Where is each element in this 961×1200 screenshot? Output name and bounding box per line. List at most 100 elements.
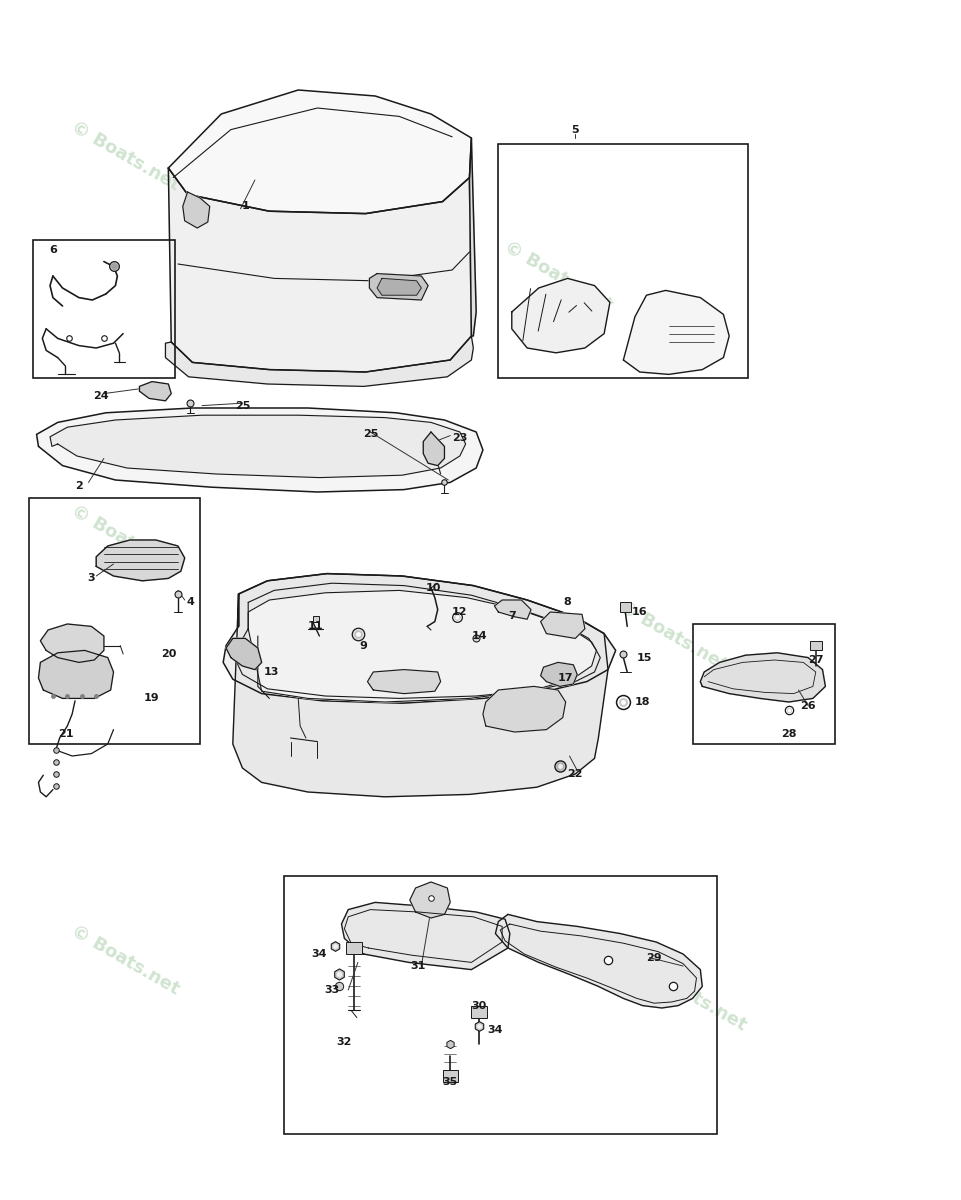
Polygon shape	[494, 600, 530, 619]
Text: 25: 25	[234, 401, 250, 410]
Polygon shape	[511, 278, 609, 353]
Polygon shape	[540, 662, 577, 686]
Polygon shape	[96, 540, 185, 581]
Polygon shape	[409, 882, 450, 918]
Polygon shape	[700, 653, 825, 702]
Polygon shape	[248, 590, 596, 702]
Polygon shape	[168, 90, 471, 214]
Polygon shape	[367, 670, 440, 694]
Polygon shape	[165, 336, 473, 386]
Polygon shape	[482, 686, 565, 732]
Polygon shape	[96, 540, 185, 581]
Polygon shape	[168, 168, 471, 372]
Text: 6: 6	[49, 245, 57, 254]
Polygon shape	[495, 914, 702, 1008]
Text: © Boats.net: © Boats.net	[67, 502, 183, 578]
Text: 15: 15	[636, 653, 652, 662]
Bar	[346, 942, 361, 954]
Polygon shape	[233, 574, 607, 797]
Text: 2: 2	[75, 481, 83, 491]
Text: 27: 27	[807, 655, 823, 665]
Text: 19: 19	[144, 694, 160, 703]
Text: © Boats.net: © Boats.net	[67, 118, 183, 194]
Polygon shape	[367, 670, 440, 694]
Polygon shape	[183, 192, 209, 228]
Polygon shape	[38, 650, 113, 698]
Bar	[442, 1070, 457, 1082]
Text: 22: 22	[567, 769, 582, 779]
Polygon shape	[40, 624, 104, 662]
Polygon shape	[495, 914, 702, 1008]
Text: 28: 28	[780, 730, 796, 739]
Polygon shape	[235, 583, 600, 698]
Text: 17: 17	[557, 673, 573, 683]
Polygon shape	[139, 382, 171, 401]
Polygon shape	[139, 382, 171, 401]
Text: © Boats.net: © Boats.net	[615, 598, 730, 674]
Text: 20: 20	[160, 649, 176, 659]
Text: 30: 30	[471, 1001, 486, 1010]
Text: 24: 24	[93, 391, 109, 401]
Text: 12: 12	[452, 607, 467, 617]
Bar	[498, 144, 748, 378]
Text: 25: 25	[362, 430, 378, 439]
Bar	[619, 602, 630, 612]
Polygon shape	[482, 686, 565, 732]
Polygon shape	[409, 882, 450, 918]
Polygon shape	[494, 600, 530, 619]
Text: 21: 21	[58, 730, 73, 739]
Polygon shape	[469, 138, 476, 336]
Text: © Boats.net: © Boats.net	[634, 958, 750, 1034]
Text: © Boats.net: © Boats.net	[67, 922, 183, 998]
Text: 35: 35	[442, 1078, 457, 1087]
Polygon shape	[341, 902, 509, 970]
Polygon shape	[168, 168, 471, 372]
Polygon shape	[226, 638, 261, 670]
Bar	[471, 1006, 486, 1018]
Polygon shape	[341, 902, 509, 970]
Bar	[692, 624, 834, 744]
Polygon shape	[183, 192, 209, 228]
Text: 9: 9	[359, 641, 367, 650]
Text: 3: 3	[87, 574, 95, 583]
Polygon shape	[377, 278, 421, 295]
Polygon shape	[168, 90, 471, 214]
Text: 31: 31	[410, 961, 426, 971]
Polygon shape	[540, 612, 584, 638]
Polygon shape	[423, 432, 444, 466]
Polygon shape	[37, 408, 482, 492]
Text: 18: 18	[634, 697, 650, 707]
Text: 14: 14	[471, 631, 486, 641]
Text: 34: 34	[311, 949, 327, 959]
Bar	[283, 876, 716, 1134]
Polygon shape	[40, 624, 104, 662]
Text: 7: 7	[507, 611, 515, 620]
Polygon shape	[50, 415, 465, 478]
Text: 16: 16	[631, 607, 647, 617]
Text: 1: 1	[241, 202, 249, 211]
Text: 26: 26	[800, 701, 815, 710]
Bar	[809, 641, 821, 650]
Polygon shape	[423, 432, 444, 466]
Polygon shape	[377, 278, 421, 295]
Polygon shape	[623, 290, 728, 374]
Polygon shape	[248, 590, 596, 702]
Polygon shape	[369, 274, 428, 300]
Text: 34: 34	[487, 1025, 503, 1034]
Text: 32: 32	[336, 1037, 352, 1046]
Text: 11: 11	[308, 622, 323, 631]
Polygon shape	[511, 278, 609, 353]
Polygon shape	[235, 583, 600, 698]
Polygon shape	[223, 574, 615, 703]
Text: 4: 4	[186, 598, 194, 607]
Text: 33: 33	[324, 985, 339, 995]
Polygon shape	[540, 612, 584, 638]
Polygon shape	[38, 650, 113, 698]
Polygon shape	[50, 415, 465, 478]
Polygon shape	[37, 408, 482, 492]
Text: 8: 8	[563, 598, 571, 607]
Text: 10: 10	[425, 583, 440, 593]
Polygon shape	[623, 290, 728, 374]
Polygon shape	[469, 138, 476, 336]
Polygon shape	[233, 574, 607, 797]
